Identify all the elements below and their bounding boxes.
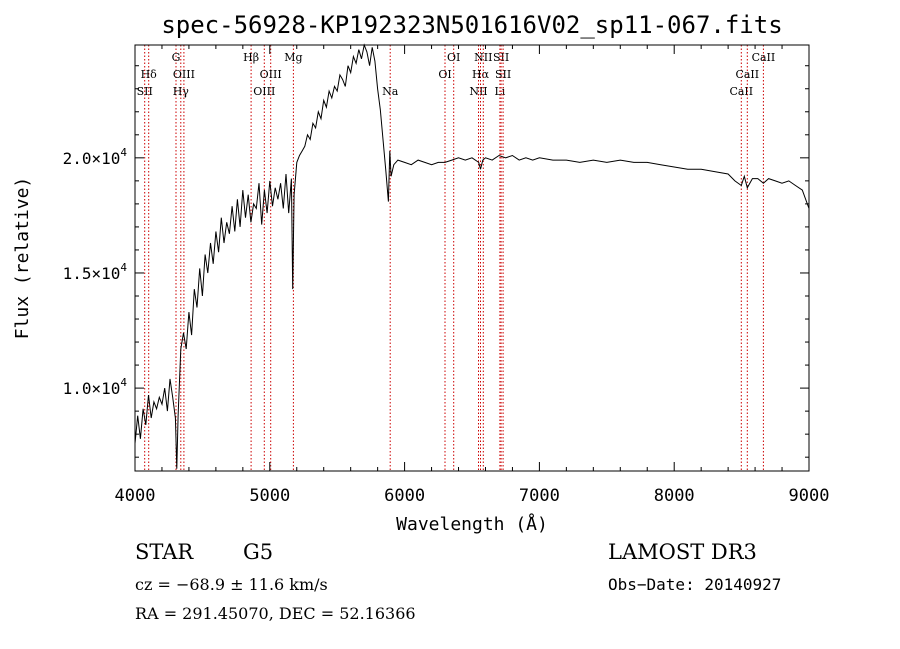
marker-label-15: Li [494, 85, 505, 98]
x-tick-label-0: 4000 [115, 486, 156, 506]
spectral-line-markers: HδSIIGHγOIIIHβOIIIOIIIMgNaOIOINIIHαNIILi… [137, 45, 776, 471]
x-axis-label: Wavelength (Å) [396, 513, 548, 535]
x-tick-label-5: 9000 [789, 486, 830, 506]
marker-label-0: Hδ [141, 68, 158, 81]
y-tick-mantissa-0: 1.0×10 [63, 379, 121, 398]
y-tick-label-0: 1.0×104 [63, 376, 128, 398]
plot-frame [134, 44, 810, 472]
y-tick-exponent-0: 4 [120, 376, 127, 389]
x-axis-ticks: 4000 5000 6000 7000 8000 9000 [115, 45, 830, 506]
y-tick-label-2: 2.0×104 [63, 146, 128, 168]
marker-label-10: OI [438, 68, 451, 81]
redshift-cz: cz = −68.9 ± 11.6 km/s [135, 575, 328, 594]
marker-label-16: SII [493, 51, 509, 64]
sky-coordinates: RA = 291.45070, DEC = 52.16366 [135, 604, 416, 623]
marker-label-1: SII [137, 85, 153, 98]
spectrum-line [134, 43, 810, 469]
marker-label-5: Hβ [243, 51, 259, 64]
marker-label-6: OIII [253, 85, 275, 98]
marker-label-19: CaII [735, 68, 759, 81]
y-axis-label: Flux (relative) [12, 177, 33, 340]
marker-label-7: OIII [260, 68, 282, 81]
y-tick-label-1: 1.5×104 [63, 261, 128, 283]
object-class: STAR [135, 540, 194, 564]
marker-label-17: SII [495, 68, 511, 81]
y-tick-exponent-1: 4 [120, 261, 127, 274]
observation-date: Obs−Date: 20140927 [608, 575, 782, 594]
x-tick-label-1: 5000 [249, 486, 290, 506]
marker-label-14: NII [474, 51, 492, 64]
y-tick-exponent-2: 4 [120, 146, 127, 159]
x-tick-label-3: 7000 [519, 486, 560, 506]
marker-label-20: CaII [752, 51, 776, 64]
survey-name: LAMOST DR3 [608, 540, 757, 564]
marker-label-2: G [172, 51, 181, 64]
marker-label-8: Mg [284, 51, 302, 64]
marker-label-12: NII [469, 85, 487, 98]
marker-label-13: Hα [472, 68, 490, 81]
marker-label-3: Hγ [173, 85, 190, 98]
x-tick-label-4: 8000 [654, 486, 695, 506]
x-tick-label-2: 6000 [384, 486, 425, 506]
marker-label-4: OIII [173, 68, 195, 81]
marker-label-18: CaII [729, 85, 753, 98]
chart-title: spec-56928-KP192323N501616V02_sp11-067.f… [161, 11, 782, 39]
object-subclass: G5 [243, 540, 274, 564]
y-tick-mantissa-2: 2.0×10 [63, 149, 121, 168]
marker-label-11: OI [447, 51, 460, 64]
marker-label-9: Na [382, 85, 399, 98]
y-tick-mantissa-1: 1.5×10 [63, 264, 121, 283]
